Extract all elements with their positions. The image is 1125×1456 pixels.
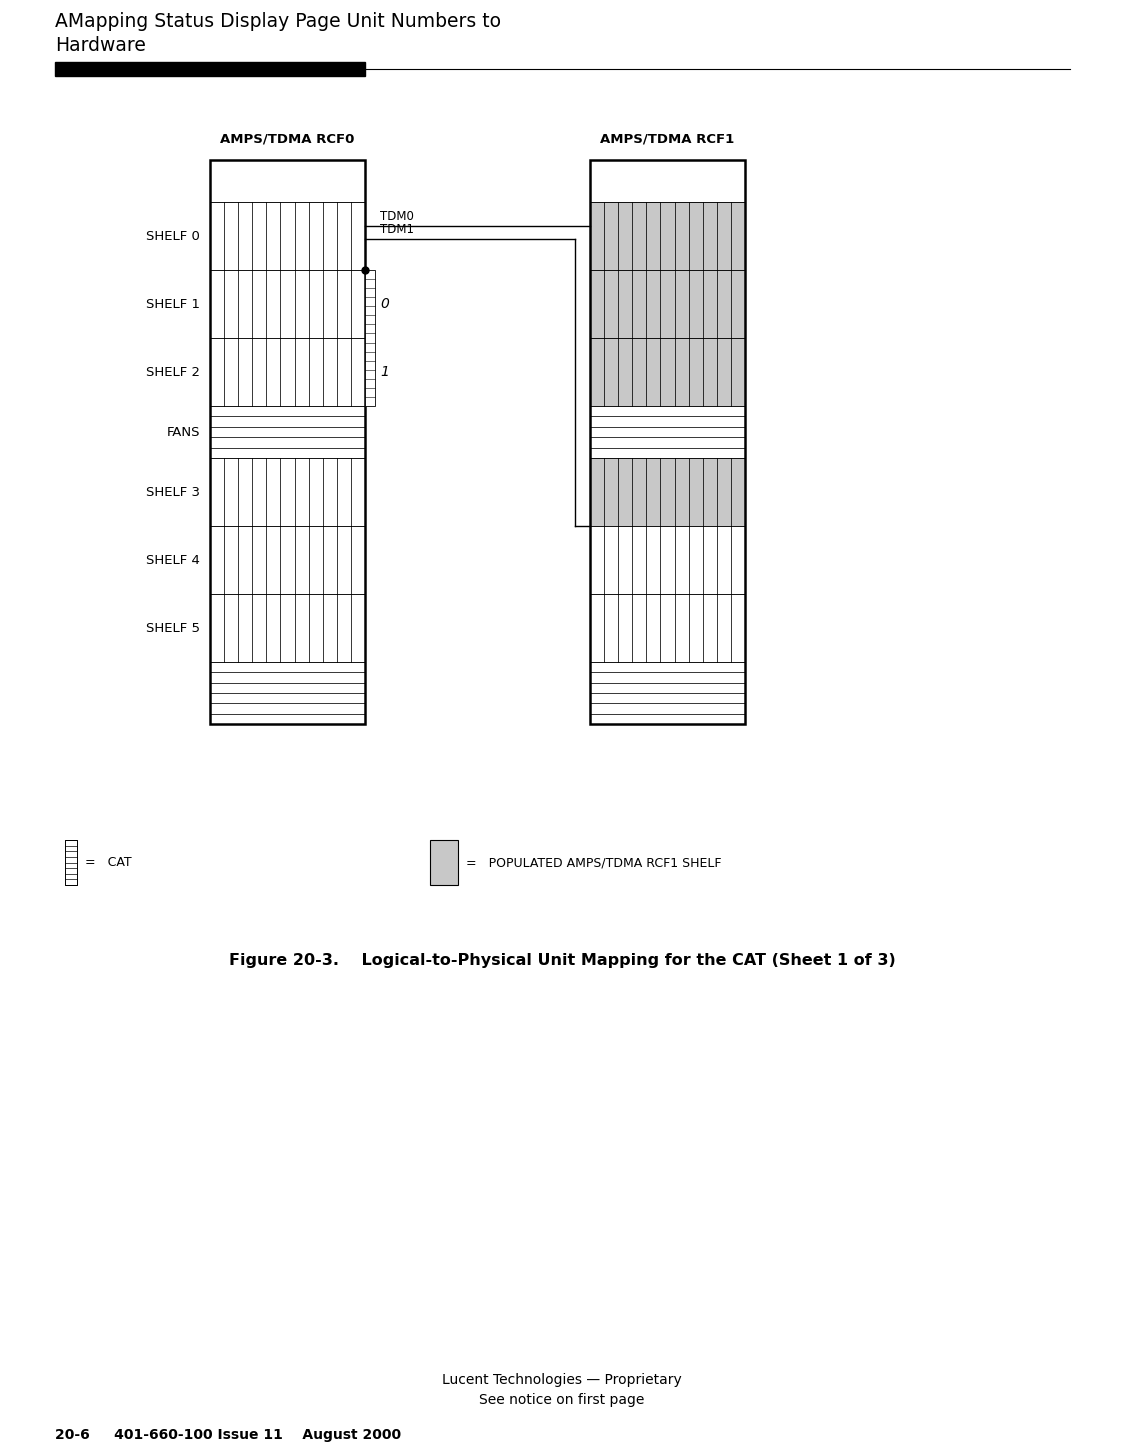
Text: Lucent Technologies — Proprietary: Lucent Technologies — Proprietary [442,1373,682,1388]
Bar [590,202,745,269]
Text: FANS: FANS [166,425,200,438]
Text: SHELF 1: SHELF 1 [146,297,200,310]
Bar [590,406,745,459]
Text: SHELF 5: SHELF 5 [146,622,200,635]
Bar [590,160,745,202]
Text: Hardware: Hardware [55,36,146,55]
Text: SHELF 2: SHELF 2 [146,365,200,379]
Bar [430,840,458,885]
Text: SHELF 0: SHELF 0 [146,230,200,243]
Text: AMPS/TDMA RCF0: AMPS/TDMA RCF0 [220,132,354,146]
Text: SHELF 3: SHELF 3 [146,485,200,498]
Bar [210,269,364,338]
Text: AMPS/TDMA RCF1: AMPS/TDMA RCF1 [601,132,735,146]
Text: TDM0: TDM0 [380,210,414,223]
Bar [364,269,375,406]
Bar [590,526,745,594]
Bar [590,338,745,406]
Bar [210,662,364,724]
Text: =   CAT: = CAT [86,856,132,869]
Text: See notice on first page: See notice on first page [479,1393,645,1406]
Text: 1: 1 [380,365,389,379]
Bar [65,840,76,885]
Text: AMapping Status Display Page Unit Numbers to: AMapping Status Display Page Unit Number… [55,12,501,31]
Bar [590,459,745,526]
Text: SHELF 4: SHELF 4 [146,553,200,566]
Bar [210,338,364,406]
Text: Figure 20-3.    Logical-to-Physical Unit Mapping for the CAT (Sheet 1 of 3): Figure 20-3. Logical-to-Physical Unit Ma… [228,952,896,967]
Bar [590,662,745,724]
Bar [210,160,364,724]
Bar [210,202,364,269]
Text: 20-6     401-660-100 Issue 11    August 2000: 20-6 401-660-100 Issue 11 August 2000 [55,1428,402,1441]
Text: =   POPULATED AMPS/TDMA RCF1 SHELF: = POPULATED AMPS/TDMA RCF1 SHELF [466,856,721,869]
Text: TDM1: TDM1 [380,223,414,236]
Bar [210,406,364,459]
Bar [590,594,745,662]
Bar [55,63,364,76]
Text: 0: 0 [380,297,389,312]
Bar [210,594,364,662]
Bar [210,459,364,526]
Bar [210,526,364,594]
Bar [590,269,745,338]
Bar [210,160,364,202]
Bar [590,160,745,724]
